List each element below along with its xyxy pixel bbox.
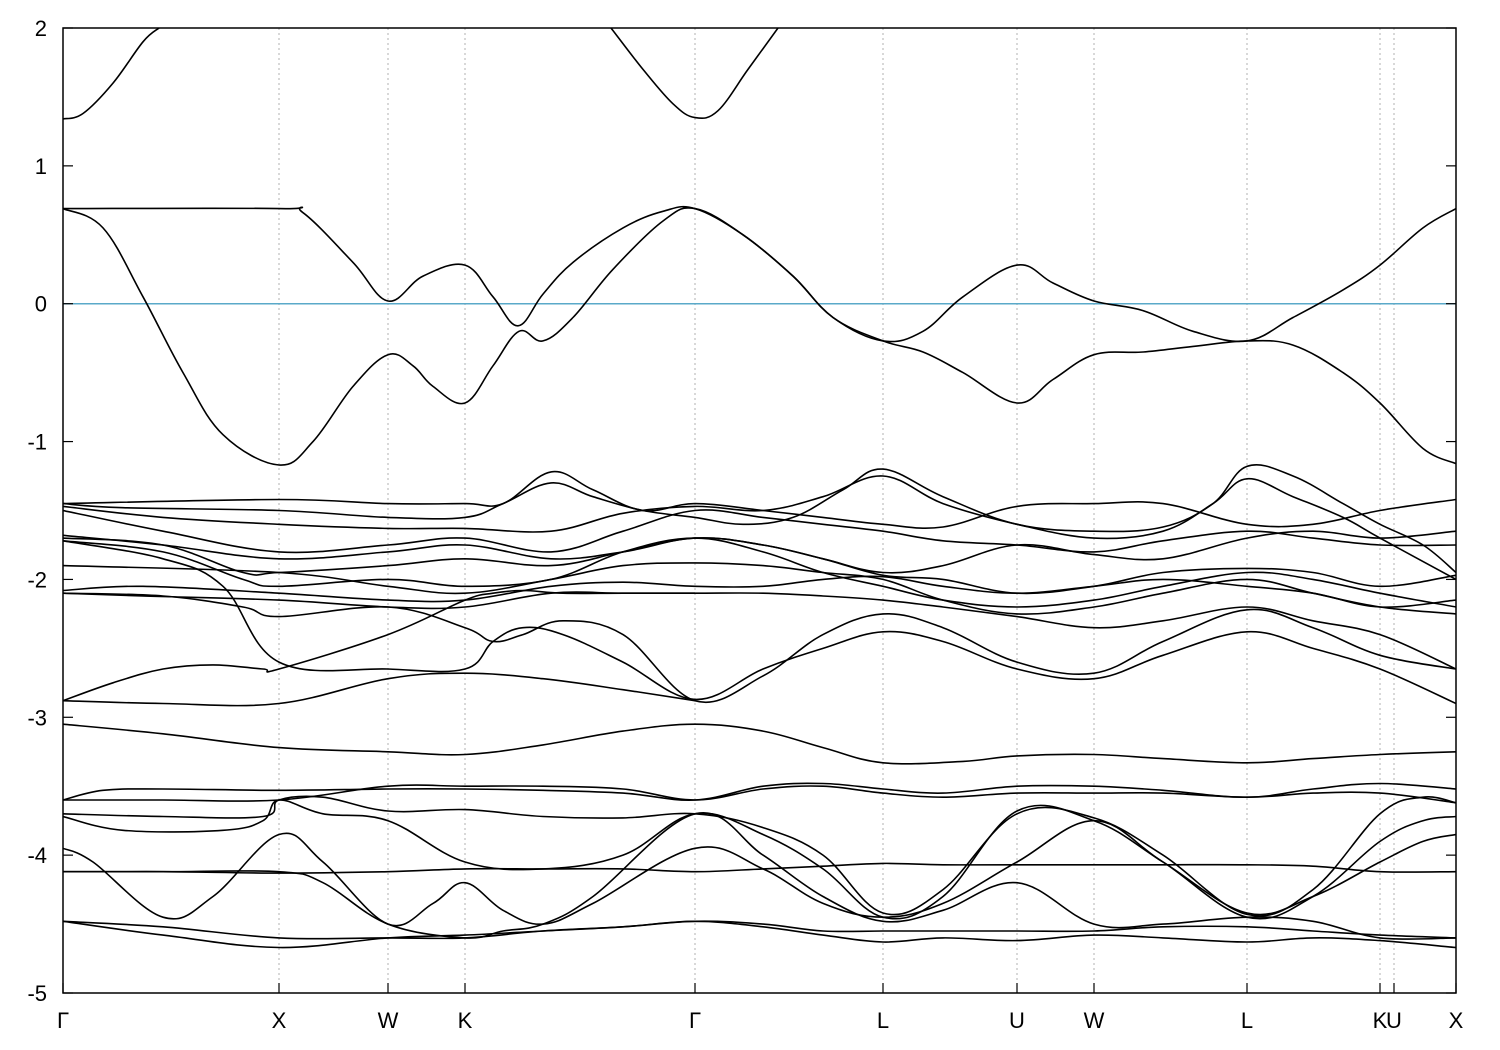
y-tick-label: -1 xyxy=(27,430,47,455)
band-line xyxy=(63,819,1456,927)
y-tick-label: -5 xyxy=(27,981,47,1006)
band-line xyxy=(63,592,1456,704)
k-point-label: W xyxy=(1084,1008,1105,1033)
y-tick-label: -2 xyxy=(27,567,47,592)
y-tick-label: -4 xyxy=(27,843,47,868)
band-line xyxy=(63,475,1456,581)
band-line xyxy=(63,795,1456,917)
k-point-label: Γ xyxy=(57,1008,69,1033)
band-line xyxy=(63,589,695,702)
y-tick-label: 2 xyxy=(35,16,47,41)
band-line xyxy=(63,862,1456,874)
k-point-label: K xyxy=(458,1008,473,1033)
k-point-label: L xyxy=(1241,1008,1253,1033)
x-axis-ticks: Γ X W K Γ L U W L KU X xyxy=(57,983,1464,1033)
band-line xyxy=(63,784,1456,804)
band-line xyxy=(63,207,1456,466)
band-line xyxy=(63,470,1456,530)
k-point-label: Γ xyxy=(689,1008,701,1033)
band-line xyxy=(63,920,1456,949)
k-point-label: U xyxy=(1009,1008,1025,1033)
y-tick-label: 1 xyxy=(35,154,47,179)
band-line xyxy=(610,28,779,120)
band-line xyxy=(63,672,696,707)
k-point-label: X xyxy=(272,1008,287,1033)
band-line xyxy=(63,540,1456,705)
k-point-label: U xyxy=(1386,1008,1402,1033)
y-tick-label: 0 xyxy=(35,292,47,317)
band-line xyxy=(63,464,1456,574)
band-line xyxy=(63,537,1456,608)
band-line xyxy=(63,811,1456,940)
band-line xyxy=(63,920,1456,940)
k-point-gridlines xyxy=(278,28,1395,993)
band-lines xyxy=(63,28,1456,949)
band-line xyxy=(63,591,1456,670)
band-line xyxy=(63,575,1456,608)
y-axis-ticks: 2 1 0 -1 -2 -3 -4 -5 xyxy=(27,16,1456,1006)
band-line xyxy=(63,723,1456,765)
k-point-label: K xyxy=(1373,1008,1388,1033)
k-point-label: X xyxy=(1449,1008,1464,1033)
band-line xyxy=(63,562,1456,615)
band-line xyxy=(63,28,160,120)
k-point-label: W xyxy=(378,1008,399,1033)
band-line xyxy=(63,509,1456,554)
y-tick-label: -3 xyxy=(27,705,47,730)
k-point-label: L xyxy=(877,1008,889,1033)
plot-frame xyxy=(62,27,1457,994)
